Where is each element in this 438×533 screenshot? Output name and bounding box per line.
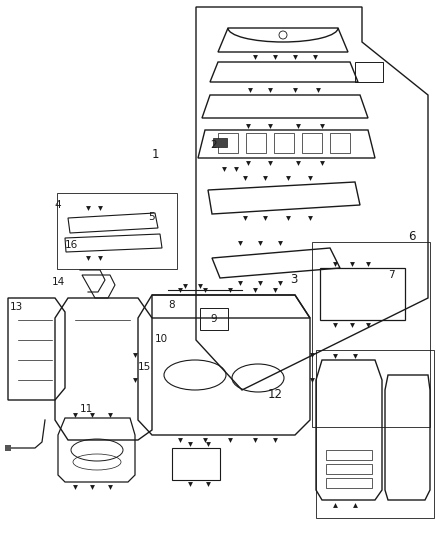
Text: 7: 7	[388, 270, 395, 280]
Text: 2: 2	[210, 140, 217, 150]
Bar	[326, 478, 372, 488]
Text: 6: 6	[408, 230, 416, 243]
Bar	[274, 133, 294, 153]
Text: 14: 14	[52, 277, 65, 287]
Bar	[57, 193, 177, 269]
Bar	[312, 242, 430, 427]
Bar	[326, 464, 372, 474]
Text: 3: 3	[290, 273, 297, 286]
Bar	[200, 308, 228, 330]
Text: 10: 10	[155, 334, 168, 344]
Text: 5: 5	[148, 212, 155, 222]
Text: 16: 16	[65, 240, 78, 250]
Bar	[326, 450, 372, 460]
Bar	[355, 62, 383, 82]
Text: 8: 8	[168, 300, 175, 310]
Text: 1: 1	[152, 148, 159, 161]
Bar	[246, 133, 266, 153]
Bar	[320, 268, 405, 320]
Text: 4: 4	[54, 200, 60, 210]
Bar	[330, 133, 350, 153]
Bar	[302, 133, 322, 153]
Text: 15: 15	[138, 362, 151, 372]
Text: 11: 11	[80, 404, 93, 414]
Bar	[172, 448, 220, 480]
Bar	[213, 138, 227, 147]
Text: 12: 12	[268, 388, 283, 401]
Bar	[218, 133, 238, 153]
Bar	[316, 350, 434, 518]
Text: 9: 9	[210, 314, 217, 324]
Text: 13: 13	[10, 302, 23, 312]
